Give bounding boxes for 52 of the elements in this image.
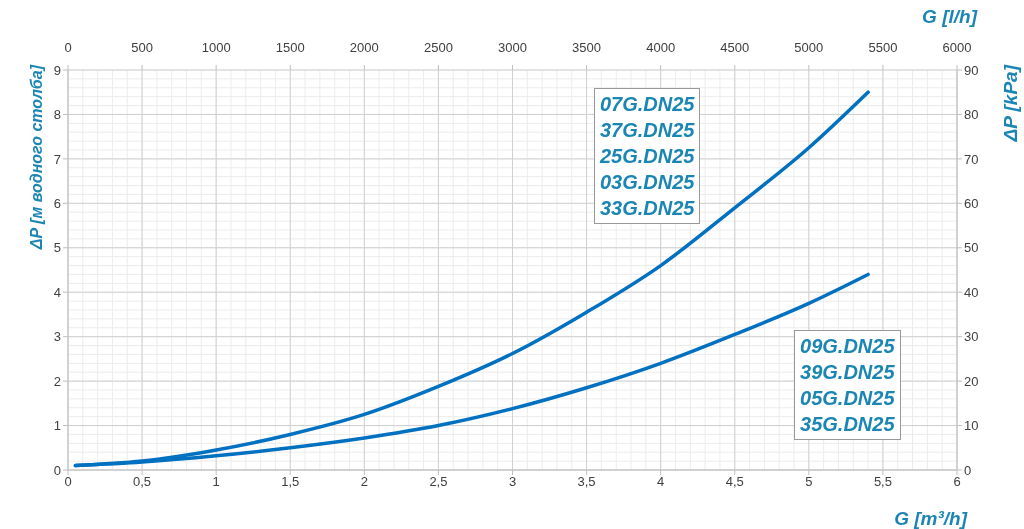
- y2-tick-label: 80: [964, 107, 979, 123]
- y-tick-label: 0: [53, 462, 61, 478]
- y-tick-label: 4: [53, 284, 61, 300]
- y2-tick-label: 60: [964, 195, 979, 211]
- y-tick-label: 9: [53, 62, 61, 78]
- x2-tick-label: 6000: [942, 40, 972, 55]
- y2-tick-label: 20: [964, 373, 979, 389]
- x2-tick-label: 4500: [720, 40, 750, 55]
- y-tick-label: 6: [53, 195, 61, 211]
- x2-tick-label: 1000: [201, 40, 231, 55]
- y2-tick-label: 30: [964, 329, 979, 345]
- x2-tick-label: 0: [64, 40, 72, 55]
- x2-tick-label: 5500: [868, 40, 898, 55]
- x2-axis-title: G [l/h]: [922, 6, 977, 28]
- series-label: 09G.DN25 39G.DN25 05G.DN25 35G.DN25: [794, 330, 901, 440]
- x-tick-label: 2: [360, 474, 368, 490]
- x-tick-label: 5: [805, 474, 813, 490]
- x2-tick-label: 3000: [498, 40, 527, 55]
- x-tick-label: 0,5: [133, 474, 152, 490]
- y2-tick-label: 70: [964, 151, 979, 167]
- x-tick-label: 5,5: [873, 474, 892, 490]
- y-tick-label: 8: [53, 107, 61, 123]
- y2-tick-label: 10: [964, 418, 979, 434]
- x2-tick-label: 5000: [794, 40, 824, 55]
- y2-tick-label: 50: [964, 240, 979, 256]
- x-tick-label: 2,5: [429, 474, 448, 490]
- y-axis-title: ΔP [м водного столба]: [28, 65, 46, 250]
- x-tick-label: 6: [953, 474, 961, 490]
- y2-tick-label: 0: [964, 462, 972, 478]
- x2-tick-label: 500: [131, 40, 153, 55]
- y-tick-label: 3: [53, 329, 61, 345]
- x-tick-label: 1: [212, 474, 220, 490]
- x2-tick-label: 3500: [572, 40, 602, 55]
- x2-tick-label: 2000: [349, 40, 379, 55]
- y2-tick-label: 40: [964, 284, 979, 300]
- x-axis-title: G [m³/h]: [894, 508, 967, 529]
- y-tick-label: 7: [53, 151, 61, 167]
- x2-tick-label: 2500: [423, 40, 453, 55]
- y-tick-label: 5: [53, 240, 61, 256]
- x-tick-label: 3: [508, 474, 517, 490]
- y2-axis-title: ΔP [kPa]: [1000, 65, 1022, 142]
- y-tick-label: 1: [53, 418, 61, 434]
- y2-tick-label: 90: [964, 62, 979, 78]
- y-tick-label: 2: [53, 373, 61, 389]
- x2-tick-label: 1500: [275, 40, 305, 55]
- x-tick-label: 4: [657, 474, 665, 490]
- x-tick-label: 4,5: [725, 474, 744, 490]
- x-tick-label: 1,5: [281, 474, 300, 490]
- x-tick-label: 0: [64, 474, 72, 490]
- x-tick-label: 3,5: [577, 474, 596, 490]
- x2-tick-label: 4000: [646, 40, 676, 55]
- series-label: 07G.DN25 37G.DN25 25G.DN25 03G.DN25 33G.DN25: [593, 87, 701, 224]
